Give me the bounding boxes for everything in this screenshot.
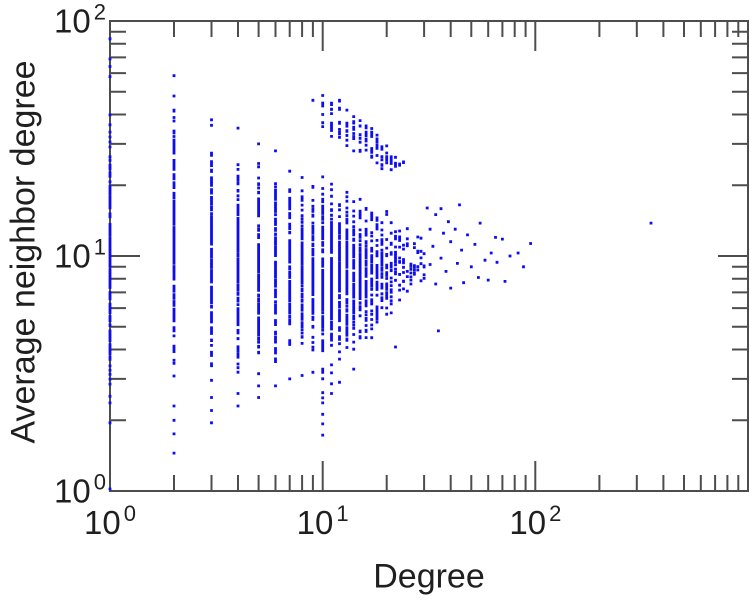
tick-label-base: 10	[54, 2, 91, 40]
tick-label-base: 10	[54, 237, 91, 275]
y-tick-label: 10 2	[54, 1, 106, 40]
tick-label-exponent: 0	[123, 501, 136, 526]
tick-label-exponent: 0	[93, 469, 106, 495]
plot-border	[109, 20, 749, 492]
x-tick-label: 10 0	[84, 503, 136, 541]
tick-label-exponent: 2	[93, 0, 106, 25]
y-tick-label: 10 1	[54, 236, 106, 275]
tick-label-base: 10	[84, 504, 121, 541]
tick-label-base: 10	[296, 504, 334, 541]
tick-label-exponent: 2	[549, 501, 562, 526]
tick-label-exponent: 1	[93, 234, 106, 260]
tick-label-base: 10	[54, 472, 91, 510]
y-axis-title: Average neighbor degree	[4, 60, 43, 444]
x-axis-title: Degree	[373, 557, 485, 596]
x-tick-label: 10 1	[296, 503, 349, 541]
axis-ticks	[109, 20, 748, 492]
data-points	[108, 37, 653, 491]
tick-label-base: 10	[509, 504, 547, 541]
y-tick-label: 10 0	[54, 471, 106, 510]
x-tick-label: 10 2	[509, 503, 561, 541]
tick-label-exponent: 1	[336, 501, 349, 526]
